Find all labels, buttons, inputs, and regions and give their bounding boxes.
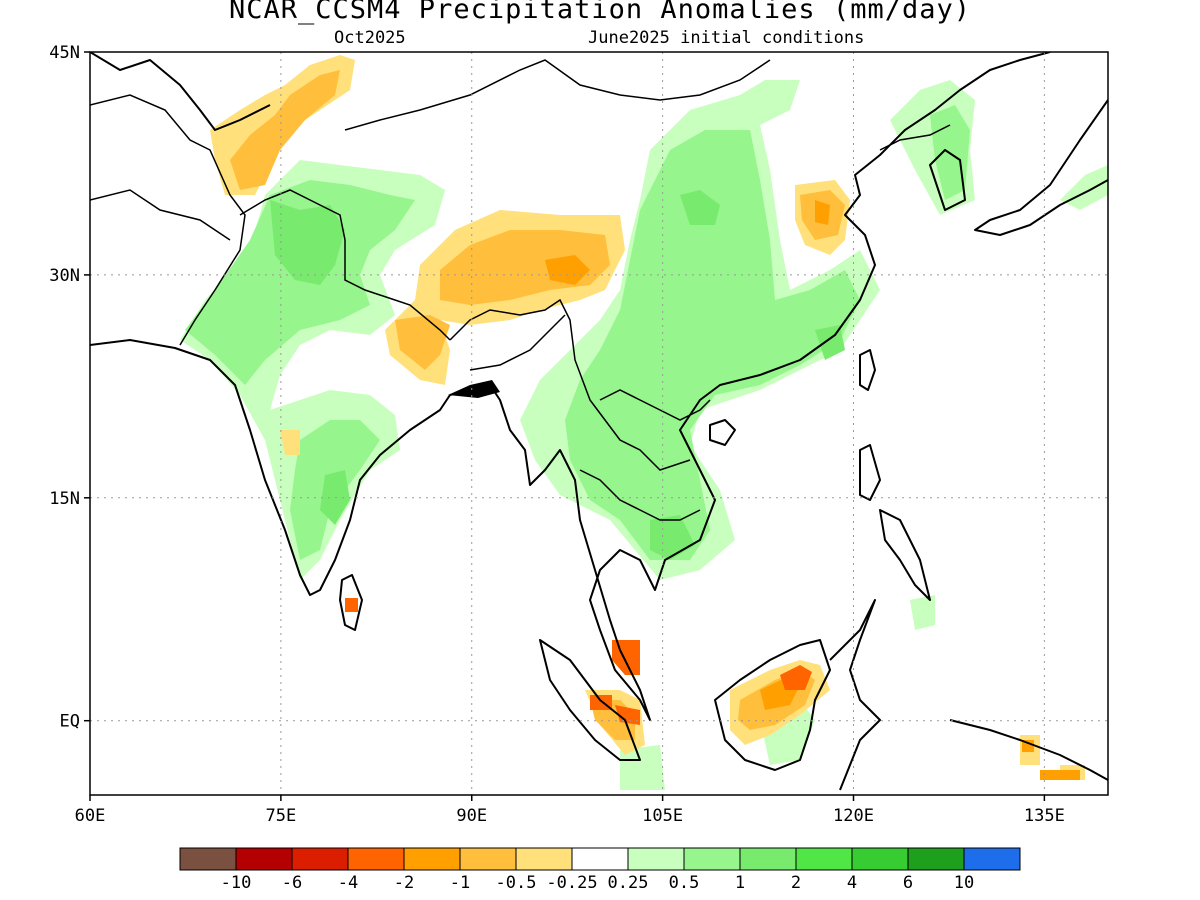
colorbar-swatch [627,847,685,871]
coastlines [90,52,1108,791]
colorbar-swatch [683,847,741,871]
map-frame [89,51,1109,796]
colorbar-label: -6 [281,873,303,893]
anomaly-field [90,52,1108,791]
colorbar-label: 10 [953,873,975,893]
colorbar-swatch [515,847,573,871]
colorbar-swatch [571,847,629,871]
lon-label: 75E [266,806,297,826]
colorbar-label: -10 [220,873,252,893]
lon-label: 60E [75,806,106,826]
colorbar-label: 4 [846,873,858,893]
colorbar-swatch [963,847,1021,871]
lon-label: 120E [833,806,874,826]
colorbar-label: 2 [790,873,802,893]
colorbar-swatch [795,847,853,871]
colorbar-swatch [347,847,405,871]
colorbar [179,847,1021,871]
colorbar-swatch [235,847,293,871]
colorbar-swatch [459,847,517,871]
colorbar-label: -2 [393,873,415,893]
lon-label: 90E [456,806,487,826]
colorbar-label: -0.5 [495,873,537,893]
colorbar-label: 1 [734,873,746,893]
lat-label: 15N [49,489,80,509]
forecast-month: Oct2025 [334,28,406,48]
lat-label: 45N [49,43,80,63]
colorbar-swatch [291,847,349,871]
lon-label: 105E [642,806,683,826]
axis-labels: 45N 30N 15N EQ 60E 75E 90E 105E 120E 135E [49,43,1065,826]
colorbar-swatch [179,847,237,871]
colorbar-label: -4 [337,873,359,893]
lat-label: EQ [60,712,80,732]
map-title: NCAR_CCSM4 Precipitation Anomalies (mm/d… [229,0,971,25]
colorbar-swatch [851,847,909,871]
colorbar-swatch [403,847,461,871]
initial-conditions: June2025 initial conditions [588,28,865,48]
colorbar-label: 0.25 [607,873,649,893]
colorbar-swatch [739,847,797,871]
lat-label: 30N [49,266,80,286]
colorbar-swatch [907,847,965,871]
country-borders [90,59,951,521]
wet-anomaly-strong [270,190,845,560]
colorbar-label: -0.25 [546,873,598,893]
colorbar-label: 0.5 [668,873,700,893]
ganges-delta [448,380,500,398]
lon-label: 135E [1024,806,1065,826]
colorbar-label: -1 [449,873,471,893]
colorbar-label: 6 [902,873,914,893]
